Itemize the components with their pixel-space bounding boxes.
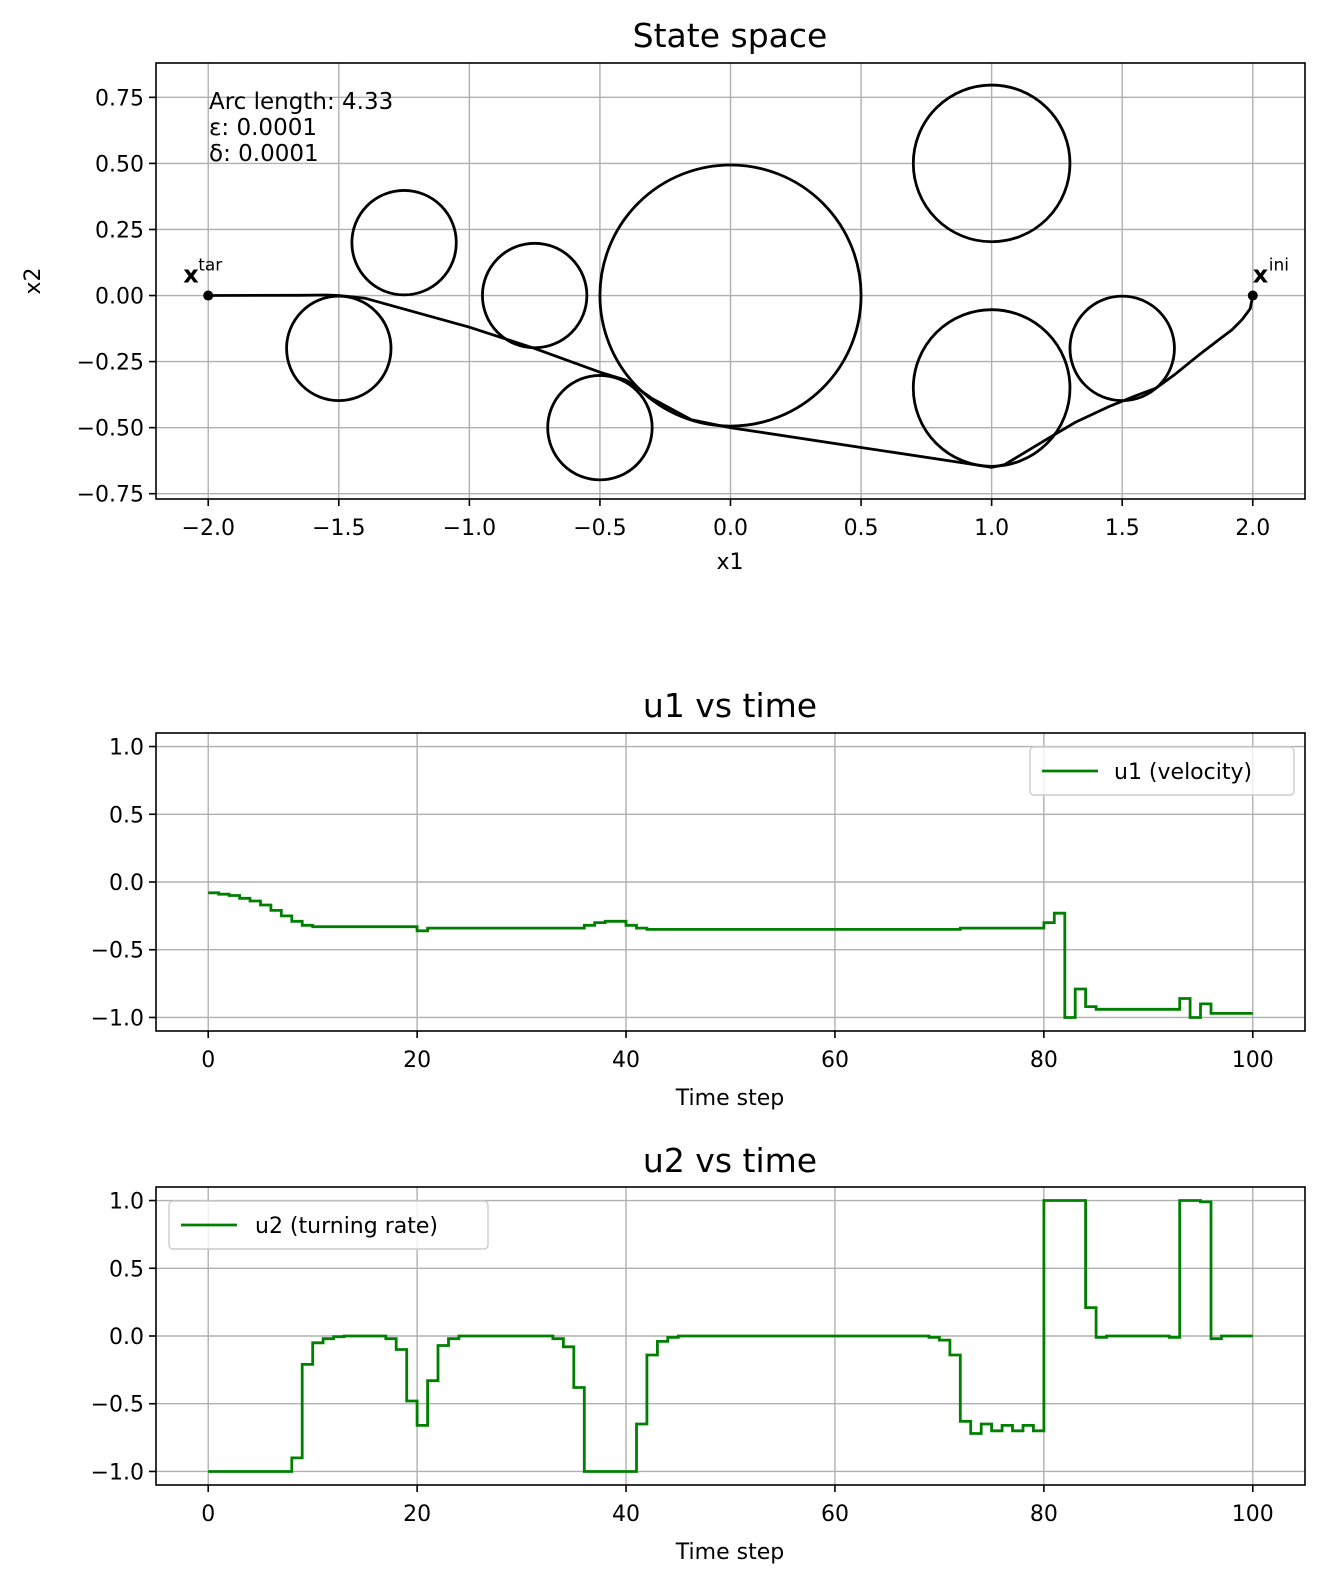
u2-ytick-label: 0.0	[109, 1325, 144, 1350]
state-space-xtick-label: 1.5	[1105, 516, 1140, 541]
state-space-title: State space	[633, 16, 828, 55]
endpoint-markers: x tar x ini	[183, 256, 1289, 301]
endpoint-label: x	[1253, 261, 1269, 289]
u1-legend-label: u1 (velocity)	[1114, 760, 1252, 785]
state-space-xtick-label: −2.0	[182, 516, 235, 541]
u2-xtick-label: 100	[1232, 1502, 1274, 1527]
u2-legend-box	[168, 1200, 489, 1250]
state-space-ytick-label: 0.50	[95, 152, 144, 177]
state-space-ticks: −2.0 −1.5 −1.0 −0.5 0.0 0.5 1.0 1.5 2.0 0.75 0.50 0…	[77, 86, 1271, 541]
u1-xlabel: Time step	[675, 1086, 784, 1111]
u2-panel: 0 20 40 60 80 100 1.0 0.5 0.0 −0.5 −1.0 u2 vs time…	[91, 1141, 1306, 1565]
state-space-ytick-label: 0.25	[95, 218, 144, 243]
obstacle-circle	[546, 374, 654, 482]
u2-ytick-label: −1.0	[91, 1460, 144, 1485]
trajectory-path	[208, 293, 1255, 469]
u1-xtick-label: 20	[403, 1048, 431, 1073]
delta-annotation: δ: 0.0001	[209, 141, 319, 167]
u2-xtick-label: 80	[1030, 1502, 1058, 1527]
u1-ytick-label: 1.0	[109, 736, 144, 761]
state-space-ytick-label: −0.25	[77, 351, 144, 376]
state-space-ytick-label: −0.75	[77, 483, 144, 508]
state-space-ylabel: x2	[21, 267, 46, 294]
endpoint-label-sup: tar	[198, 256, 222, 276]
obstacle-circle	[911, 83, 1072, 244]
u1-xtick-label: 80	[1030, 1048, 1058, 1073]
u2-title: u2 vs time	[643, 1141, 817, 1180]
u2-ytick-label: 1.0	[109, 1190, 144, 1215]
endpoint-label-sup: ini	[1269, 256, 1289, 276]
u1-xtick-label: 100	[1232, 1048, 1274, 1073]
endpoint-label: x	[183, 261, 199, 289]
u1-ytick-label: −1.0	[91, 1006, 144, 1031]
u2-ytick-label: −0.5	[91, 1393, 144, 1418]
u2-ticks: 0 20 40 60 80 100 1.0 0.5 0.0 −0.5 −1.0	[91, 1190, 1274, 1527]
u2-xtick-label: 40	[612, 1502, 640, 1527]
state-space-ytick-label: 0.75	[95, 86, 144, 111]
u1-xtick-label: 0	[201, 1048, 215, 1073]
u1-xtick-label: 60	[821, 1048, 849, 1073]
state-space-xlabel: x1	[716, 550, 743, 575]
u1-panel: 0 20 40 60 80 100 1.0 0.5 0.0 −0.5 −1.0 u1 vs time…	[91, 686, 1306, 1111]
u1-ytick-label: 0.5	[109, 803, 144, 828]
state-space-xtick-label: 0.0	[713, 516, 748, 541]
arc-length-annotation: Arc length: 4.33	[209, 89, 393, 115]
endpoint-marker	[203, 290, 214, 301]
u1-title: u1 vs time	[643, 686, 817, 725]
state-space-xtick-label: 2.0	[1235, 516, 1270, 541]
epsilon-annotation: ε: 0.0001	[209, 115, 317, 141]
state-space-xtick-label: −1.0	[443, 516, 496, 541]
state-space-xtick-label: 0.5	[844, 516, 879, 541]
u1-ytick-label: 0.0	[109, 871, 144, 896]
state-space-grid	[156, 63, 1305, 499]
u2-legend-label: u2 (turning rate)	[255, 1214, 438, 1239]
u1-legend-box	[1029, 746, 1295, 796]
u1-ticks: 0 20 40 60 80 100 1.0 0.5 0.0 −0.5 −1.0	[91, 736, 1274, 1073]
state-space-xtick-label: 1.0	[974, 516, 1009, 541]
obstacle-circle	[598, 163, 863, 428]
u2-xtick-label: 60	[821, 1502, 849, 1527]
state-space-ytick-label: −0.50	[77, 417, 144, 442]
u2-series-line	[208, 1199, 1253, 1473]
u2-legend: u2 (turning rate)	[168, 1200, 489, 1250]
endpoint-marker	[1247, 290, 1258, 301]
u1-xtick-label: 40	[612, 1048, 640, 1073]
state-space-xtick-label: −1.5	[312, 516, 365, 541]
u2-xtick-label: 20	[403, 1502, 431, 1527]
u1-grid	[156, 733, 1305, 1031]
state-space-xtick-label: −0.5	[573, 516, 626, 541]
u2-ytick-label: 0.5	[109, 1257, 144, 1282]
u1-series-line	[208, 891, 1253, 1019]
u2-xtick-label: 0	[201, 1502, 215, 1527]
state-space-panel: x tar x ini −2.0 −1.5 −1.0 −0.5 0.0 0.5 1.0 1.5 2.0…	[21, 16, 1306, 575]
u2-xlabel: Time step	[675, 1540, 784, 1565]
obstacle-circle	[350, 189, 458, 297]
u1-ytick-label: −0.5	[91, 939, 144, 964]
state-space-ytick-label: 0.00	[95, 285, 144, 310]
u1-legend: u1 (velocity)	[1029, 746, 1295, 796]
